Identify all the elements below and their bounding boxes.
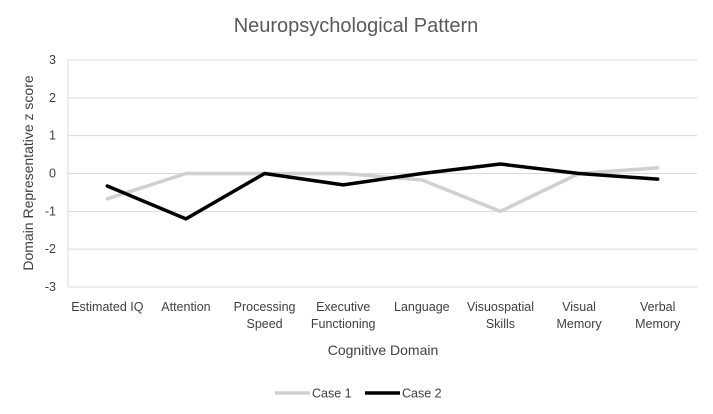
x-axis-label: Cognitive Domain — [328, 342, 439, 358]
series-line-case-2 — [105, 162, 660, 221]
x-tick-label: Executive Functioning — [311, 300, 376, 331]
chart-title: Neuropsychological Pattern — [234, 15, 479, 37]
gridlines — [68, 59, 697, 288]
x-tick-labels: Estimated IQ Attention Processing Speed Exec… — [71, 300, 681, 331]
x-tick-label: Attention — [161, 300, 210, 314]
legend-label: Case 1 — [312, 387, 352, 401]
x-tick-label-line: Verbal — [640, 300, 675, 314]
y-axis-label: Domain Representative z score — [20, 75, 36, 271]
x-tick-label-line: Processing — [234, 300, 296, 314]
y-tick-label: -1 — [45, 204, 56, 218]
y-tick-label: 1 — [49, 129, 56, 143]
series-line-case-1 — [105, 166, 660, 214]
x-tick-label: Estimated IQ — [71, 300, 144, 314]
x-tick-label-line: Speed — [246, 317, 282, 331]
x-tick-label-line: Executive — [316, 300, 370, 314]
y-tick-label: 2 — [49, 91, 56, 105]
x-tick-label-line: Visuospatial — [467, 300, 534, 314]
x-tick-label: Visual Memory — [556, 300, 602, 331]
y-tick-label: -2 — [45, 242, 56, 256]
x-tick-label-line: Memory — [635, 317, 681, 331]
series-lines — [105, 162, 660, 221]
x-tick-label: Visuospatial Skills — [467, 300, 534, 331]
x-tick-label-line: Attention — [161, 300, 210, 314]
x-tick-label-line: Language — [394, 300, 450, 314]
y-tick-labels: 3 2 1 0 -1 -2 -3 — [45, 53, 56, 294]
y-tick-label: 0 — [49, 167, 56, 181]
x-tick-label-line: Memory — [556, 317, 602, 331]
x-tick-label: Language — [394, 300, 450, 314]
x-tick-label-line: Visual — [562, 300, 596, 314]
x-tick-label-line: Skills — [486, 317, 515, 331]
y-tick-label: -3 — [45, 280, 56, 294]
legend: Case 1 Case 2 — [275, 387, 442, 401]
x-tick-label-line: Estimated IQ — [71, 300, 144, 314]
x-tick-label: Verbal Memory — [635, 300, 681, 331]
x-tick-label: Processing Speed — [234, 300, 296, 331]
y-tick-label: 3 — [49, 53, 56, 67]
legend-label: Case 2 — [402, 387, 442, 401]
x-tick-label-line: Functioning — [311, 317, 376, 331]
